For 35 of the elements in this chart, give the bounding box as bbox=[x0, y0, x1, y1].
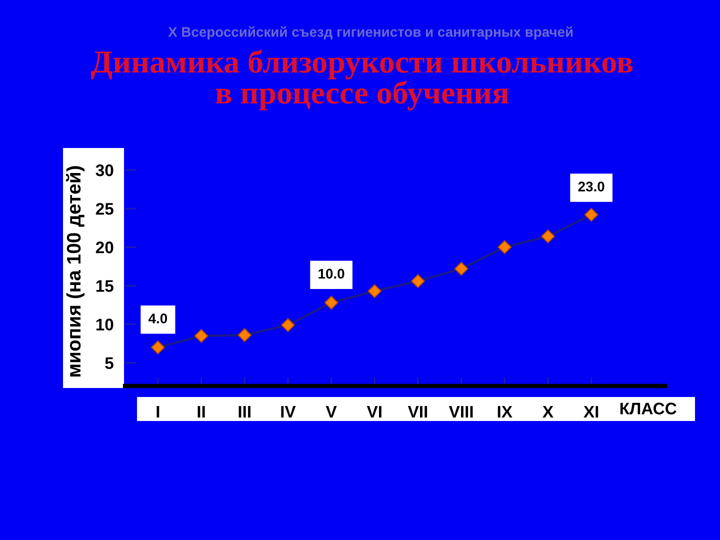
x-tick-label: XI bbox=[584, 406, 598, 418]
x-tick-label: II bbox=[198, 406, 205, 418]
point bbox=[541, 229, 555, 244]
x-axis-title: КЛАСС bbox=[620, 402, 676, 414]
x-tick-label: VI bbox=[366, 406, 382, 418]
point bbox=[368, 284, 382, 298]
y-tick-label: 25 bbox=[96, 202, 114, 215]
point bbox=[411, 274, 425, 288]
point bbox=[584, 208, 598, 222]
x-tick-label: IX bbox=[498, 406, 512, 418]
annotation: 4.0 bbox=[148, 314, 168, 324]
y-tick-label: 5 bbox=[105, 357, 114, 370]
chart-subtitle: X Всероссийский съезд гигиенистов и санитарных врачей bbox=[168, 26, 573, 40]
point bbox=[194, 328, 208, 343]
y-tick-label: 15 bbox=[96, 280, 114, 292]
chart-title: Динамика близорукости школьников в процессе обучения bbox=[90, 50, 633, 110]
point bbox=[324, 296, 338, 310]
point bbox=[238, 328, 252, 342]
y-tick-label: 30 bbox=[96, 164, 114, 176]
y-tick-label: 10 bbox=[96, 318, 114, 330]
x-tick-label: X bbox=[542, 406, 554, 418]
point bbox=[281, 318, 295, 332]
x-tick-label: VII bbox=[408, 406, 428, 418]
x-tick-label: IV bbox=[281, 406, 296, 418]
x-tick-label: V bbox=[326, 406, 337, 418]
x-tick-label: VIII bbox=[448, 406, 473, 418]
point bbox=[454, 262, 468, 276]
annotation: 10.0 bbox=[318, 268, 344, 279]
y-tick-label: 20 bbox=[96, 242, 114, 254]
x-tick-label: I bbox=[156, 406, 160, 418]
annotation: 23.0 bbox=[578, 182, 604, 192]
y-axis-title: миопия (на 100 детей) bbox=[66, 166, 84, 376]
point bbox=[498, 240, 512, 254]
point bbox=[151, 340, 165, 354]
x-tick-label: III bbox=[238, 406, 250, 418]
